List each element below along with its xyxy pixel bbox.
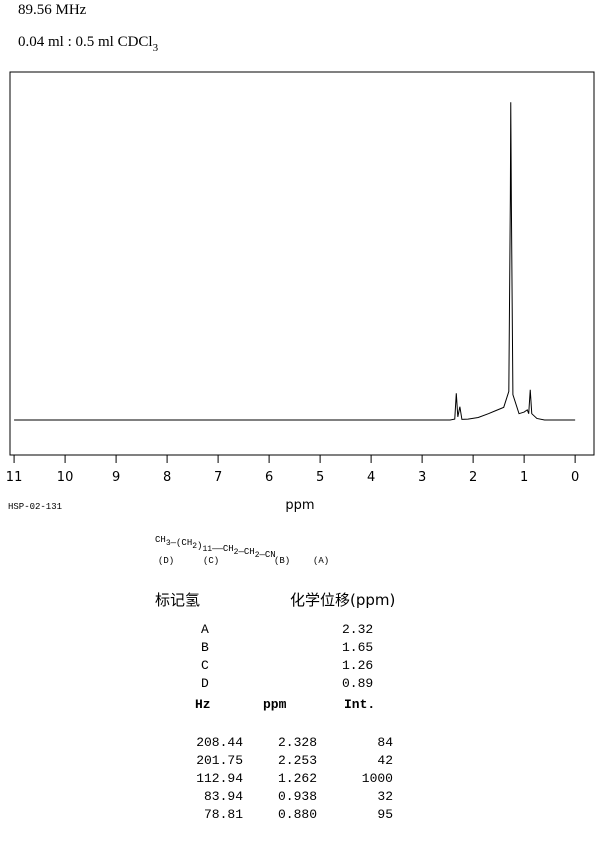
x-tick-label: 0	[571, 470, 579, 485]
x-axis-label: ppm	[285, 498, 314, 513]
peak-cell: 2.328	[278, 735, 317, 750]
group-label: (D)	[158, 556, 174, 566]
peak-cell: 42	[377, 753, 393, 768]
x-tick-label: 11	[6, 470, 23, 485]
group-label: (A)	[313, 556, 329, 566]
peak-cell: 78.81	[204, 807, 243, 822]
peak-cell: 0.938	[278, 789, 317, 804]
peak-cell: 32	[377, 789, 393, 804]
formula-part: )	[197, 541, 202, 551]
table-header: 标记氢	[155, 591, 200, 609]
peak-cell: 83.94	[204, 789, 243, 804]
peak-cell: 0.880	[278, 807, 317, 822]
x-tick-label: 2	[469, 470, 477, 485]
assignment-label: A	[201, 622, 209, 637]
peak-cell: 112.94	[196, 771, 243, 786]
formula-part: —(CH	[170, 538, 193, 548]
x-tick-label: 8	[163, 470, 171, 485]
code: HSP-02-131	[8, 502, 62, 512]
table-header: ppm	[263, 697, 287, 712]
peak-cell: 1000	[362, 771, 393, 786]
assignment-shift: 1.65	[342, 640, 373, 655]
peak-cell: 95	[377, 807, 393, 822]
peak-cell: 201.75	[196, 753, 243, 768]
group-label: (B)	[274, 556, 290, 566]
assignment-shift: 2.32	[342, 622, 373, 637]
peak-cell: 2.253	[278, 753, 317, 768]
peak-cell: 1.262	[278, 771, 317, 786]
assignment-label: B	[201, 640, 209, 655]
peak-cell: 208.44	[196, 735, 243, 750]
assignment-label: C	[201, 658, 209, 673]
x-tick-label: 7	[214, 470, 222, 485]
x-tick-label: 10	[57, 470, 74, 485]
x-tick-label: 1	[520, 470, 528, 485]
formula-subscript: 2	[192, 542, 197, 551]
formula-part: ——CH	[211, 544, 234, 554]
table-header: Int.	[344, 697, 375, 712]
assignment-shift: 1.26	[342, 658, 373, 673]
peak-cell: 84	[377, 735, 393, 750]
formula: CH3—(CH2)11——CH2—CH2—CN	[155, 535, 276, 560]
sample: 0.04 ml : 0.5 ml CDCl3	[18, 34, 159, 54]
formula-subscript: 2	[234, 548, 239, 557]
table-header: Hz	[195, 697, 211, 712]
formula-part: —CH	[237, 547, 254, 557]
formula-part: CH	[155, 535, 166, 545]
x-tick-label: 4	[367, 470, 375, 485]
x-tick-label: 5	[316, 470, 324, 485]
plot-frame	[9, 71, 595, 456]
x-tick-label: 9	[112, 470, 120, 485]
x-tick-label: 6	[265, 470, 273, 485]
assignment-label: D	[201, 676, 209, 691]
group-label: (C)	[203, 556, 219, 566]
sample-text: 0.04 ml : 0.5 ml CDCl	[18, 34, 153, 50]
spectrum-line	[14, 102, 576, 421]
table-header: 化学位移(ppm)	[290, 591, 395, 609]
x-tick-label: 3	[418, 470, 426, 485]
formula-subscript: 2	[255, 551, 260, 560]
assignment-shift: 0.89	[342, 676, 373, 691]
formula-part: —CN	[259, 550, 276, 560]
subscript: 3	[153, 42, 159, 54]
formula-subscript: 11	[202, 545, 212, 554]
frequency: 89.56 MHz	[18, 2, 87, 18]
formula-subscript: 3	[166, 539, 171, 548]
